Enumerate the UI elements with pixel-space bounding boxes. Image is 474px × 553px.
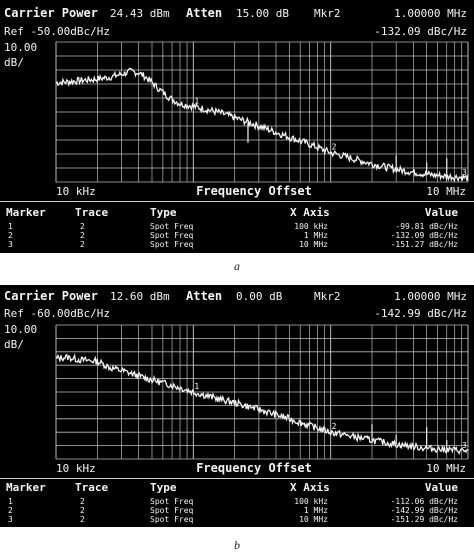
row1-x: 100 kHz [294,497,328,506]
marker-label: 1 [194,382,199,391]
col-type: Type [150,481,177,494]
marker-label: 3 [462,441,467,450]
row3-marker: 3 [8,515,13,524]
carrier-power-label: Carrier Power [4,289,98,303]
row2-trace: 2 [80,231,85,240]
row3-type: Spot Freq [150,240,194,249]
table-divider [0,478,474,479]
row3-trace: 2 [80,515,85,524]
row2-marker: 2 [8,506,13,515]
row1-type: Spot Freq [150,222,194,231]
carrier-power-label: Carrier Power [4,6,98,20]
col-x-axis: X Axis [290,481,330,494]
row1-trace: 2 [80,222,85,231]
row1-x: 100 kHz [294,222,328,231]
scale-unit: dB/ [4,56,24,69]
marker-frequency: 1.00000 MHz [394,290,467,303]
scale-unit: dB/ [4,338,24,351]
col-value: Value [425,206,458,219]
marker-readout-value: -142.99 dBc/Hz [374,307,467,320]
row3-x: 10 MHz [299,240,328,249]
x-axis-title: Frequency Offset [196,184,312,198]
row2-marker: 2 [8,231,13,240]
x-start-label: 10 kHz [56,462,96,475]
analyzer-screen-b-svg: Carrier Power 12.60 dBm Atten 0.00 dB Mk… [0,289,474,524]
carrier-power-value: 24.43 dBm [110,7,170,20]
x-axis-title: Frequency Offset [196,461,312,475]
carrier-power-value: 12.60 dBm [110,290,170,303]
x-end-label: 10 MHz [426,185,466,198]
phase-noise-plot-b: 1 2 3 [55,324,469,460]
marker-readout-value: -132.09 dBc/Hz [374,25,467,38]
row2-value: -142.99 dBc/Hz [391,506,459,515]
figure-caption-b: b [234,538,240,552]
col-trace: Trace [75,206,108,219]
table-divider [0,201,474,202]
analyzer-screen-a: Carrier Power 24.43 dBm Atten 15.00 dB M… [0,0,474,253]
analyzer-screen-b: Carrier Power 12.60 dBm Atten 0.00 dB Mk… [0,285,474,527]
row1-value: -112.06 dBc/Hz [391,497,459,506]
scale-value: 10.00 [4,323,37,336]
phase-noise-trace [55,67,469,183]
row3-value: -151.27 dBc/Hz [391,240,459,249]
marker-frequency: 1.00000 MHz [394,7,467,20]
col-type: Type [150,206,177,219]
row2-trace: 2 [80,506,85,515]
col-marker: Marker [6,206,46,219]
marker-label: 2 [332,143,337,152]
row1-marker: 1 [8,222,13,231]
row1-type: Spot Freq [150,497,194,506]
col-x-axis: X Axis [290,206,330,219]
marker-label: 1 [194,96,199,105]
x-start-label: 10 kHz [56,185,96,198]
phase-noise-trace [55,353,468,455]
marker-label: 3 [462,168,467,177]
row1-marker: 1 [8,497,13,506]
atten-value: 0.00 dB [236,290,283,303]
reference-level: Ref -50.00dBc/Hz [4,25,110,38]
row2-value: -132.09 dBc/Hz [391,231,459,240]
row3-marker: 3 [8,240,13,249]
col-trace: Trace [75,481,108,494]
row3-trace: 2 [80,240,85,249]
figure-caption-a: a [234,259,240,273]
marker-table-a: Marker Trace Type X Axis Value 1 2 Spot … [6,206,458,249]
marker-table-b: Marker Trace Type X Axis Value 1 2 Spot … [6,481,458,524]
row3-value: -151.29 dBc/Hz [391,515,459,524]
row3-x: 10 MHz [299,515,328,524]
marker-label: Mkr2 [314,290,341,303]
atten-label: Atten [186,289,222,303]
row2-x: 1 MHz [304,506,328,515]
phase-noise-plot-a: 1 2 3 [55,41,469,183]
row1-trace: 2 [80,497,85,506]
marker-label: 2 [332,422,337,431]
x-end-label: 10 MHz [426,462,466,475]
row2-type: Spot Freq [150,506,194,515]
row3-type: Spot Freq [150,515,194,524]
atten-label: Atten [186,6,222,20]
reference-level: Ref -60.00dBc/Hz [4,307,110,320]
atten-value: 15.00 dB [236,7,289,20]
row2-type: Spot Freq [150,231,194,240]
col-marker: Marker [6,481,46,494]
col-value: Value [425,481,458,494]
marker-label: Mkr2 [314,7,341,20]
row2-x: 1 MHz [304,231,328,240]
analyzer-screen-a-svg: Carrier Power 24.43 dBm Atten 15.00 dB M… [0,6,474,249]
scale-value: 10.00 [4,41,37,54]
row1-value: -99.81 dBc/Hz [395,222,458,231]
